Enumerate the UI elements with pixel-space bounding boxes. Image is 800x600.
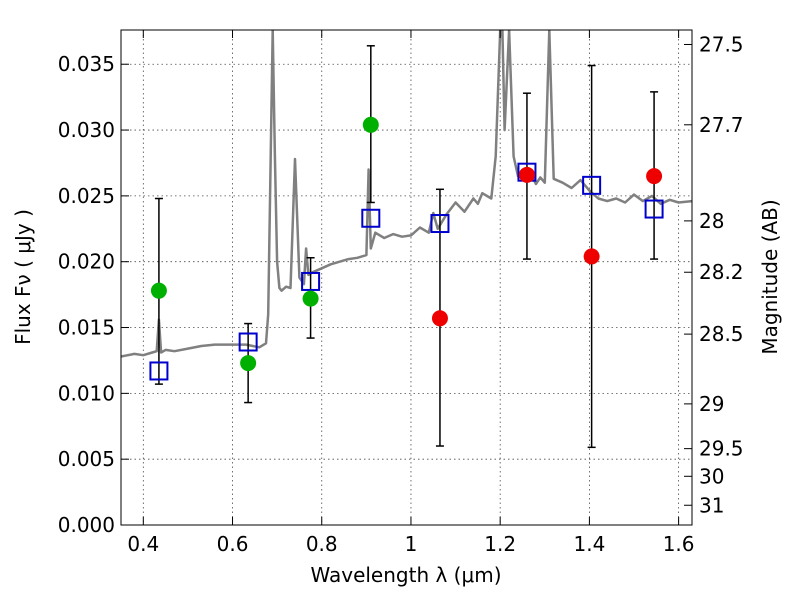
upper-limit-point xyxy=(518,166,535,183)
x-tick-label: 1.6 xyxy=(663,532,695,556)
y-tick-label: 0.025 xyxy=(58,184,115,208)
right-tick-label: 30 xyxy=(699,464,724,488)
grid xyxy=(121,30,692,525)
right-tick-label: 28.5 xyxy=(699,322,744,346)
x-tick-label: 0.6 xyxy=(217,532,249,556)
right-tick-label: 27.7 xyxy=(699,113,744,137)
x-tick-label: 0.4 xyxy=(127,532,159,556)
y-tick-label: 0.000 xyxy=(58,513,115,537)
detection-point xyxy=(240,355,257,372)
right-tick-label: 29.5 xyxy=(699,437,744,461)
x-tick-label: 1 xyxy=(405,532,418,556)
upper-limit-point xyxy=(583,248,600,265)
right-tick-label: 31 xyxy=(699,493,724,517)
x-tick-label: 0.8 xyxy=(306,532,338,556)
detection-point xyxy=(362,116,379,133)
right-tick-label: 28 xyxy=(699,209,724,233)
plot-frame xyxy=(120,29,693,526)
right-tick-label: 28.2 xyxy=(699,260,744,284)
detection-point xyxy=(150,282,167,299)
filter-square xyxy=(361,208,381,228)
filter-square xyxy=(149,361,169,381)
axis-ticks: 0.4 0.6 0.8 1 1.2 1.4 1.6 0.000 0.005 0.010 0.015 0… xyxy=(58,30,744,556)
model-spectrum-line xyxy=(121,30,692,358)
right-tick-label: 27.5 xyxy=(699,32,744,56)
y-axis-label: Flux Fν ( μJy ) xyxy=(11,209,35,345)
filter-square xyxy=(430,214,450,234)
filter-square xyxy=(582,175,602,195)
model-spectrum xyxy=(121,30,692,358)
y-tick-label: 0.020 xyxy=(58,250,115,274)
y-tick-label: 0.015 xyxy=(58,316,115,340)
filter-square xyxy=(301,271,321,291)
x-tick-label: 1.2 xyxy=(484,532,516,556)
upper-limit-point xyxy=(646,168,663,185)
y-tick-label: 0.005 xyxy=(58,447,115,471)
filter-square xyxy=(644,199,664,219)
x-axis-label: Wavelength λ (μm) xyxy=(310,563,501,587)
upper-limit-point xyxy=(431,310,448,327)
y-tick-label: 0.010 xyxy=(58,381,115,405)
error-bars xyxy=(154,45,659,449)
x-tick-label: 1.4 xyxy=(573,532,605,556)
y-tick-label: 0.030 xyxy=(58,118,115,142)
right-axis-label: Magnitude (AB) xyxy=(758,199,782,354)
y-tick-label: 0.035 xyxy=(58,52,115,76)
filter-square xyxy=(238,332,258,352)
data-markers xyxy=(149,116,664,381)
detection-point xyxy=(302,290,319,307)
right-tick-label: 29 xyxy=(699,392,724,416)
